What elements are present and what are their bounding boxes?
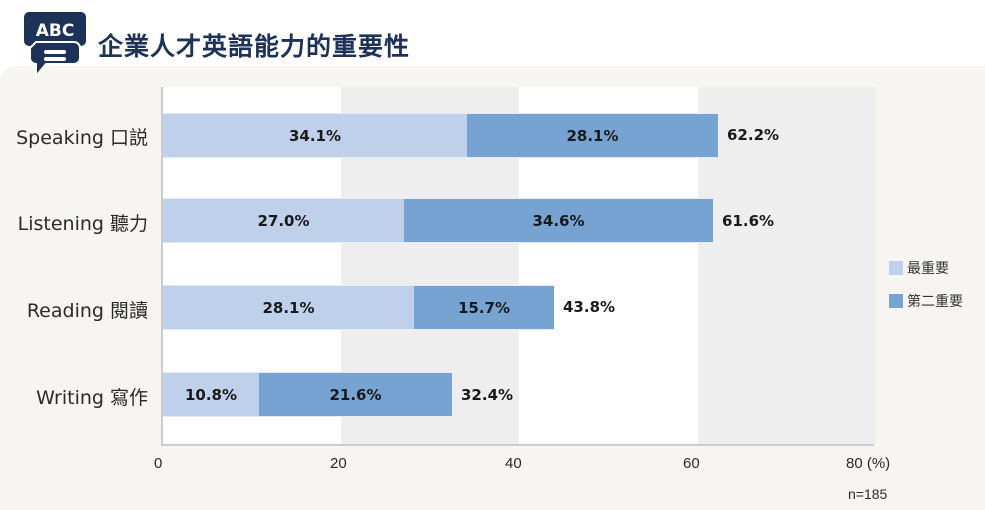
category-label: Writing 寫作 bbox=[36, 387, 148, 409]
grid-band bbox=[698, 87, 876, 444]
segment-second-important: 28.1% bbox=[467, 113, 718, 158]
segment-most-important: 27.0% bbox=[163, 198, 404, 243]
bar-listening: 27.0% 34.6% bbox=[163, 198, 713, 243]
bar-total: 43.8% bbox=[563, 298, 616, 316]
segment-second-important: 15.7% bbox=[414, 285, 554, 330]
legend-item-most-important: 最重要 bbox=[889, 258, 949, 278]
bar-total: 62.2% bbox=[727, 126, 780, 144]
bar-reading: 28.1% 15.7% bbox=[163, 285, 554, 330]
segment-second-important: 21.6% bbox=[259, 372, 452, 417]
bar-writing: 10.8% 21.6% bbox=[163, 372, 452, 417]
page-title: 企業人才英語能力的重要性 bbox=[98, 32, 411, 61]
x-tick: 80 (%) bbox=[846, 455, 891, 472]
legend-label: 第二重要 bbox=[907, 294, 963, 310]
bar-total: 32.4% bbox=[461, 386, 514, 404]
category-label: Listening 聽力 bbox=[17, 213, 148, 235]
plot-area: 34.1% 28.1% 62.2% 27.0% 34.6% 61.6% 28.1… bbox=[161, 87, 876, 446]
x-tick: 40 bbox=[505, 455, 522, 472]
segment-most-important: 28.1% bbox=[163, 285, 414, 330]
category-label: Speaking 口説 bbox=[16, 127, 148, 149]
category-label: Reading 閱讀 bbox=[26, 300, 148, 322]
logo-text: ABC bbox=[36, 21, 75, 41]
sample-size-note: n=185 bbox=[848, 486, 888, 502]
segment-most-important: 34.1% bbox=[163, 113, 467, 158]
legend-label: 最重要 bbox=[907, 261, 949, 277]
bar-total: 61.6% bbox=[722, 212, 775, 230]
bar-speaking: 34.1% 28.1% bbox=[163, 113, 718, 158]
segment-second-important: 34.6% bbox=[404, 198, 713, 243]
x-tick: 20 bbox=[330, 455, 347, 472]
legend-item-second-important: 第二重要 bbox=[889, 291, 963, 311]
speech-bubble-abc-icon: ABC bbox=[24, 12, 86, 78]
segment-most-important: 10.8% bbox=[163, 372, 259, 417]
legend-swatch bbox=[889, 294, 903, 308]
legend-swatch bbox=[889, 261, 903, 275]
x-tick: 60 bbox=[683, 455, 700, 472]
x-tick: 0 bbox=[154, 455, 163, 472]
